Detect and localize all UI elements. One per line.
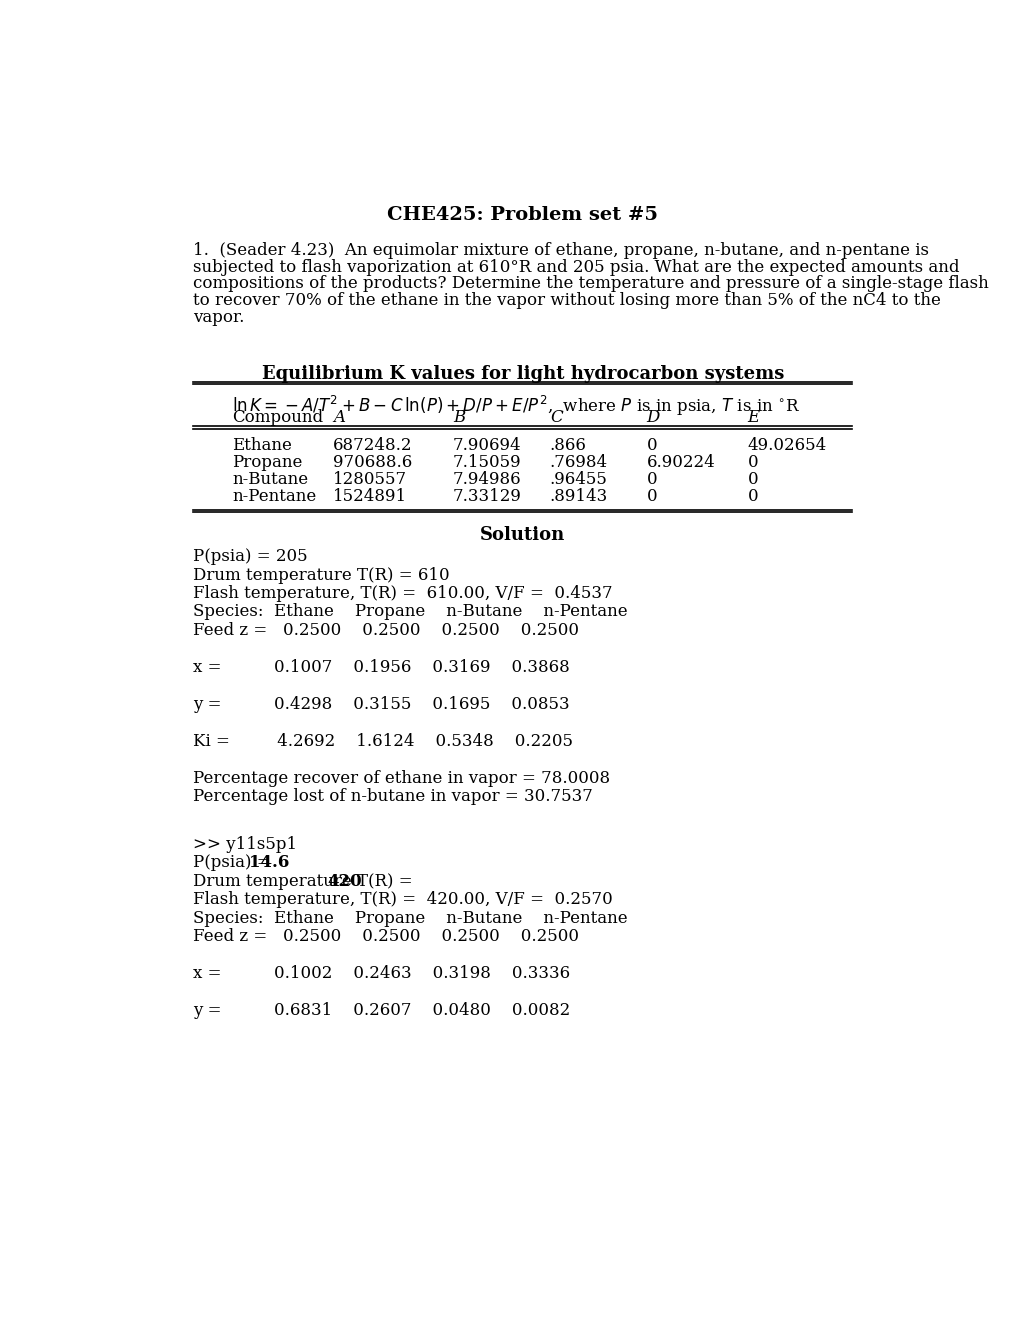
Text: Propane: Propane (232, 454, 303, 471)
Text: Feed z =   0.2500    0.2500    0.2500    0.2500: Feed z = 0.2500 0.2500 0.2500 0.2500 (194, 928, 579, 945)
Text: 0: 0 (747, 488, 757, 506)
Text: y =          0.4298    0.3155    0.1695    0.0853: y = 0.4298 0.3155 0.1695 0.0853 (194, 696, 570, 713)
Text: 970688.6: 970688.6 (332, 454, 412, 471)
Text: vapor.: vapor. (194, 309, 245, 326)
Text: E: E (747, 409, 759, 426)
Text: Ethane: Ethane (232, 437, 291, 454)
Text: x =          0.1007    0.1956    0.3169    0.3868: x = 0.1007 0.1956 0.3169 0.3868 (194, 659, 570, 676)
Text: 0: 0 (747, 454, 757, 471)
Text: n-Pentane: n-Pentane (232, 488, 316, 506)
Text: Percentage lost of n-butane in vapor = 30.7537: Percentage lost of n-butane in vapor = 3… (194, 788, 593, 805)
Text: P(psia) = 205: P(psia) = 205 (194, 548, 308, 565)
Text: >> y11s5p1: >> y11s5p1 (194, 836, 298, 853)
Text: 14.6: 14.6 (249, 854, 289, 871)
Text: .866: .866 (549, 437, 586, 454)
Text: CHE425: Problem set #5: CHE425: Problem set #5 (387, 206, 657, 224)
Text: .89143: .89143 (549, 488, 607, 506)
Text: 0: 0 (646, 437, 656, 454)
Text: 420: 420 (327, 873, 362, 890)
Text: Flash temperature, T(R) =  420.00, V/F =  0.2570: Flash temperature, T(R) = 420.00, V/F = … (194, 891, 612, 908)
Text: 0: 0 (646, 471, 656, 488)
Text: A: A (332, 409, 344, 426)
Text: P(psia) =: P(psia) = (194, 854, 276, 871)
Text: to recover 70% of the ethane in the vapor without losing more than 5% of the nC4: to recover 70% of the ethane in the vapo… (194, 293, 941, 309)
Text: Species:  Ethane    Propane    n-Butane    n-Pentane: Species: Ethane Propane n-Butane n-Penta… (194, 909, 628, 927)
Text: Feed z =   0.2500    0.2500    0.2500    0.2500: Feed z = 0.2500 0.2500 0.2500 0.2500 (194, 622, 579, 639)
Text: compositions of the products? Determine the temperature and pressure of a single: compositions of the products? Determine … (194, 276, 988, 293)
Text: Drum temperature T(R) =: Drum temperature T(R) = (194, 873, 418, 890)
Text: 1.  (Seader 4.23)  An equimolar mixture of ethane, propane, n-butane, and n-pent: 1. (Seader 4.23) An equimolar mixture of… (194, 242, 928, 259)
Text: Species:  Ethane    Propane    n-Butane    n-Pentane: Species: Ethane Propane n-Butane n-Penta… (194, 603, 628, 620)
Text: 6.90224: 6.90224 (646, 454, 714, 471)
Text: x =          0.1002    0.2463    0.3198    0.3336: x = 0.1002 0.2463 0.3198 0.3336 (194, 965, 570, 982)
Text: Percentage recover of ethane in vapor = 78.0008: Percentage recover of ethane in vapor = … (194, 770, 610, 787)
Text: 1280557: 1280557 (332, 471, 407, 488)
Text: 7.15059: 7.15059 (452, 454, 521, 471)
Text: .76984: .76984 (549, 454, 607, 471)
Text: B: B (452, 409, 465, 426)
Text: C: C (549, 409, 562, 426)
Text: $\ln K = -A/T^{2} + B - C\,\ln(P) + D/P + E/P^{2}$,  where $P$ is in psia, $T$ i: $\ln K = -A/T^{2} + B - C\,\ln(P) + D/P … (232, 395, 800, 418)
Text: 7.90694: 7.90694 (452, 437, 521, 454)
Text: Drum temperature T(R) = 610: Drum temperature T(R) = 610 (194, 566, 449, 583)
Text: Solution: Solution (480, 527, 565, 544)
Text: n-Butane: n-Butane (232, 471, 308, 488)
Text: Compound: Compound (232, 409, 323, 426)
Text: 1524891: 1524891 (332, 488, 407, 506)
Text: y =          0.6831    0.2607    0.0480    0.0082: y = 0.6831 0.2607 0.0480 0.0082 (194, 1002, 570, 1019)
Text: 0: 0 (747, 471, 757, 488)
Text: .96455: .96455 (549, 471, 607, 488)
Text: Flash temperature, T(R) =  610.00, V/F =  0.4537: Flash temperature, T(R) = 610.00, V/F = … (194, 585, 612, 602)
Text: 49.02654: 49.02654 (747, 437, 826, 454)
Text: subjected to flash vaporization at 610°R and 205 psia. What are the expected amo: subjected to flash vaporization at 610°R… (194, 259, 959, 276)
Text: D: D (646, 409, 659, 426)
Text: 7.33129: 7.33129 (452, 488, 522, 506)
Text: 687248.2: 687248.2 (332, 437, 412, 454)
Text: 7.94986: 7.94986 (452, 471, 521, 488)
Text: Ki =         4.2692    1.6124    0.5348    0.2205: Ki = 4.2692 1.6124 0.5348 0.2205 (194, 733, 573, 750)
Text: Equilibrium K values for light hydrocarbon systems: Equilibrium K values for light hydrocarb… (261, 364, 784, 383)
Text: 0: 0 (646, 488, 656, 506)
